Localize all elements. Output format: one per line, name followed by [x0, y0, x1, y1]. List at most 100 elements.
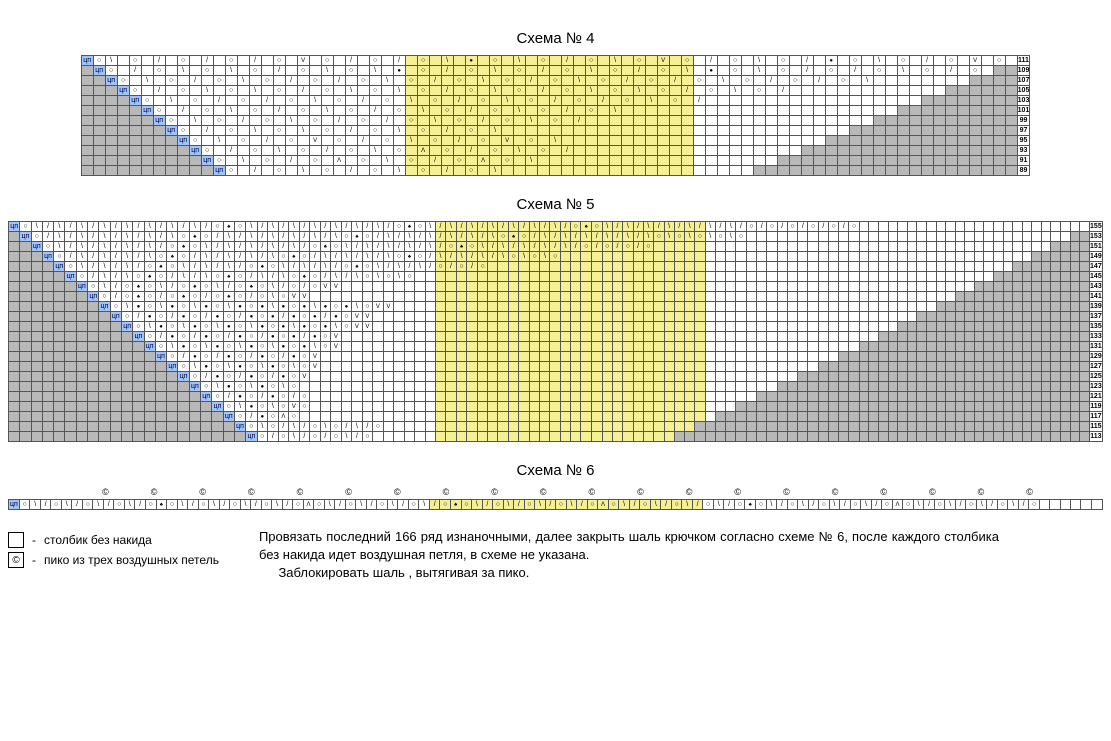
- stitch-cell: [861, 166, 873, 176]
- stitch-cell: [1041, 432, 1051, 442]
- stitch-cell: [482, 500, 492, 510]
- stitch-cell: [404, 432, 415, 442]
- stitch-cell: [917, 352, 927, 362]
- stitch-cell: [105, 86, 117, 96]
- stitch-cell: [869, 262, 879, 272]
- stitch-cell: [133, 422, 144, 432]
- stitch-cell: [839, 242, 849, 252]
- stitch-cell: [246, 362, 257, 372]
- stitch-cell: [885, 136, 897, 146]
- stitch-cell: [818, 382, 828, 392]
- stitch-cell: [1013, 232, 1023, 242]
- stitch-cell: [310, 302, 321, 312]
- stitch-cell: [1051, 252, 1061, 262]
- stitch-cell: [76, 252, 87, 262]
- chart-row: цп129: [9, 352, 1103, 362]
- stitch-cell: [623, 372, 634, 382]
- stitch-cell: [685, 332, 695, 342]
- stitch-cell: [352, 252, 362, 262]
- stitch-cell: [435, 422, 446, 432]
- stitch-cell: [917, 262, 927, 272]
- stitch-cell: [488, 272, 498, 282]
- stitch-cell: [828, 242, 839, 252]
- stitch-cell: [837, 156, 849, 166]
- stitch-cell: [519, 342, 530, 352]
- stitch-cell: [65, 422, 76, 432]
- stitch-cell: [623, 252, 634, 262]
- stitch-cell: [144, 232, 155, 242]
- stitch-cell: [685, 312, 695, 322]
- stitch-cell: цп: [167, 362, 178, 372]
- stitch-cell: [178, 402, 189, 412]
- stitch-cell: [602, 412, 613, 422]
- stitch-cell: [456, 222, 467, 232]
- stitch-cell: [93, 96, 105, 106]
- stitch-cell: [54, 342, 65, 352]
- stitch-cell: [621, 166, 633, 176]
- stitch-cell: [415, 242, 426, 252]
- stitch-cell: [333, 76, 345, 86]
- stitch-cell: [498, 222, 509, 232]
- stitch-cell: [165, 66, 177, 76]
- stitch-cell: [212, 292, 223, 302]
- stitch-cell: [757, 292, 767, 302]
- stitch-cell: [717, 136, 729, 146]
- stitch-cell: [498, 252, 509, 262]
- stitch-cell: [715, 272, 726, 282]
- stitch-cell: [753, 56, 765, 66]
- stitch-cell: [705, 146, 717, 156]
- stitch-cell: [498, 402, 509, 412]
- stitch-cell: [393, 136, 405, 146]
- stitch-cell: [767, 372, 778, 382]
- stitch-cell: [1051, 232, 1061, 242]
- stitch-cell: [383, 382, 394, 392]
- stitch-cell: [54, 362, 65, 372]
- stitch-cell: [167, 382, 178, 392]
- stitch-cell: [435, 322, 446, 332]
- stitch-cell: [225, 166, 237, 176]
- stitch-cell: [813, 76, 825, 86]
- stitch-cell: [54, 272, 65, 282]
- stitch-cell: [110, 382, 121, 392]
- stitch-cell: [225, 86, 237, 96]
- stitch-cell: [117, 106, 129, 116]
- stitch-cell: [917, 382, 927, 392]
- stitch-cell: [498, 302, 509, 312]
- stitch-cell: [352, 302, 362, 312]
- stitch-cell: [501, 156, 513, 166]
- stitch-cell: [1041, 412, 1051, 422]
- stitch-cell: [309, 126, 321, 136]
- stitch-cell: [331, 272, 342, 282]
- stitch-cell: [643, 432, 654, 442]
- chart-row: цп119: [9, 402, 1103, 412]
- stitch-cell: [189, 76, 201, 86]
- stitch-cell: [808, 392, 819, 402]
- stitch-cell: [278, 312, 289, 322]
- stitch-cell: [757, 342, 767, 352]
- stitch-cell: цп: [201, 392, 212, 402]
- stitch-cell: [993, 136, 1005, 146]
- stitch-cell: [798, 342, 808, 352]
- stitch-cell: [633, 222, 643, 232]
- chart-row: цп109: [81, 66, 1030, 76]
- stitch-cell: [446, 322, 457, 332]
- stitch-cell: [965, 362, 975, 372]
- stitch-cell: [201, 352, 212, 362]
- stitch-cell: [489, 106, 501, 116]
- stitch-cell: [167, 312, 178, 322]
- stitch-cell: [144, 252, 155, 262]
- stitch-cell: [839, 322, 849, 332]
- stitch-cell: [153, 126, 165, 136]
- stitch-cell: [801, 76, 813, 86]
- stitch-cell: [597, 86, 609, 96]
- stitch-cell: [581, 252, 592, 262]
- stitch-cell: [477, 232, 488, 242]
- stitch-cell: [540, 292, 550, 302]
- stitch-cell: [801, 116, 813, 126]
- stitch-cell: [693, 86, 705, 96]
- stitch-cell: [9, 432, 20, 442]
- stitch-cell: [936, 272, 946, 282]
- stitch-cell: [525, 126, 537, 136]
- stitch-cell: [268, 222, 279, 232]
- stitch-cell: [261, 86, 273, 96]
